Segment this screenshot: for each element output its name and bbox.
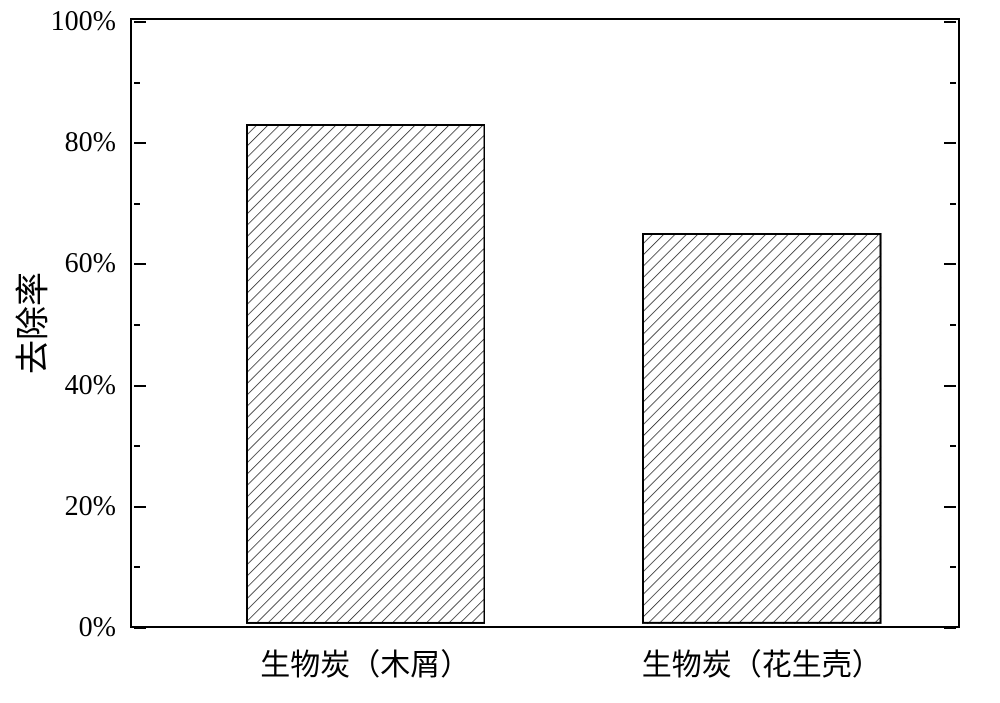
y-tick-label: 40% xyxy=(65,370,132,402)
bar xyxy=(642,233,882,624)
y-tick-minor xyxy=(950,82,956,84)
y-tick-major xyxy=(944,142,956,144)
y-tick-major xyxy=(134,506,146,508)
y-tick-minor xyxy=(134,566,140,568)
y-tick-major xyxy=(944,263,956,265)
figure: 0%20%40%60%80%100% 生物炭（木屑） 生物炭（花生壳） 去除率 xyxy=(0,0,1000,703)
y-tick-major xyxy=(944,506,956,508)
y-tick-label: 60% xyxy=(65,248,132,280)
y-tick-label: 0% xyxy=(79,612,132,644)
plot-area: 0%20%40%60%80%100% 生物炭（木屑） 生物炭（花生壳） xyxy=(130,18,960,628)
y-tick-major xyxy=(134,142,146,144)
y-tick-major xyxy=(134,21,146,23)
bar xyxy=(246,124,486,624)
y-tick-label: 80% xyxy=(65,127,132,159)
y-tick-major xyxy=(134,385,146,387)
x-tick-label: 生物炭（花生壳） xyxy=(642,626,882,684)
y-axis-label: 去除率 xyxy=(6,272,55,374)
y-tick-label: 20% xyxy=(65,491,132,523)
y-tick-minor xyxy=(950,324,956,326)
y-tick-label: 100% xyxy=(51,6,132,38)
y-tick-major xyxy=(134,627,146,629)
y-tick-minor xyxy=(950,203,956,205)
y-tick-minor xyxy=(950,566,956,568)
y-tick-minor xyxy=(134,203,140,205)
y-tick-major xyxy=(134,263,146,265)
x-tick-label: 生物炭（木屑） xyxy=(260,626,470,684)
y-tick-major xyxy=(944,385,956,387)
y-tick-minor xyxy=(950,445,956,447)
y-tick-major xyxy=(944,627,956,629)
y-tick-major xyxy=(944,21,956,23)
y-tick-minor xyxy=(134,82,140,84)
y-tick-minor xyxy=(134,445,140,447)
y-tick-minor xyxy=(134,324,140,326)
